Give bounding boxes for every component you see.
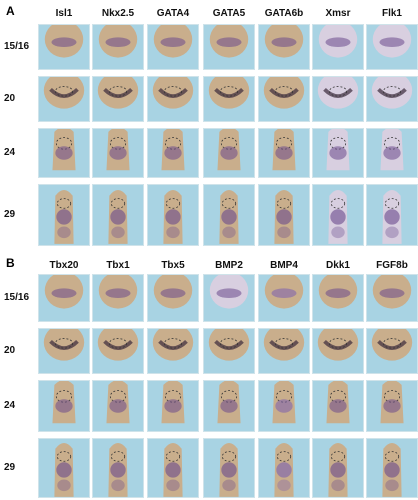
- embryo-image: [312, 438, 364, 498]
- embryo-image: [147, 380, 199, 432]
- gene-label-bmp4: BMP4: [270, 260, 298, 271]
- embryo-image: [366, 438, 418, 498]
- embryo-image: [92, 274, 144, 322]
- embryo-image: [38, 438, 90, 498]
- embryo-image: [258, 184, 310, 246]
- embryo-image: [366, 24, 418, 70]
- embryo-image: [366, 274, 418, 322]
- embryo-image: [203, 328, 255, 374]
- stage-label: 15/16: [4, 292, 30, 303]
- embryo-image: [203, 24, 255, 70]
- embryo-image: [203, 438, 255, 498]
- gene-label-fgf8b: FGF8b: [376, 260, 408, 271]
- stage-label: 15/16: [4, 41, 30, 52]
- embryo-image: [38, 380, 90, 432]
- gene-label-tbx1: Tbx1: [106, 260, 130, 271]
- embryo-image: [147, 24, 199, 70]
- gene-label-isl1: Isl1: [55, 8, 73, 19]
- embryo-image: [366, 184, 418, 246]
- stage-label: 29: [4, 209, 16, 220]
- embryo-image: [258, 274, 310, 322]
- embryo-image: [92, 24, 144, 70]
- panel-letter-a: A: [6, 4, 15, 18]
- embryo-image: [258, 24, 310, 70]
- embryo-image: [92, 380, 144, 432]
- embryo-image: [258, 128, 310, 178]
- embryo-image: [147, 184, 199, 246]
- embryo-image: [203, 128, 255, 178]
- gene-label-nkx25: Nkx2.5: [101, 8, 135, 19]
- stage-label: 29: [4, 462, 16, 473]
- embryo-image: [92, 76, 144, 122]
- gene-label-tbx5: Tbx5: [161, 260, 185, 271]
- embryo-image: [312, 184, 364, 246]
- embryo-image: [203, 274, 255, 322]
- embryo-image: [147, 328, 199, 374]
- embryo-image: [258, 380, 310, 432]
- embryo-image: [38, 184, 90, 246]
- embryo-image: [38, 76, 90, 122]
- embryo-image: [147, 76, 199, 122]
- gene-label-flk1: Flk1: [381, 8, 402, 19]
- embryo-image: [258, 438, 310, 498]
- embryo-image: [38, 274, 90, 322]
- embryo-image: [147, 128, 199, 178]
- gene-label-gata5: GATA5: [212, 8, 246, 19]
- gene-label-tbx20: Tbx20: [49, 260, 79, 271]
- embryo-image: [312, 328, 364, 374]
- embryo-image: [92, 184, 144, 246]
- embryo-image: [38, 128, 90, 178]
- gene-label-gata4: GATA4: [156, 8, 190, 19]
- embryo-image: [258, 328, 310, 374]
- embryo-image: [38, 24, 90, 70]
- embryo-image: [203, 184, 255, 246]
- embryo-image: [203, 76, 255, 122]
- embryo-image: [312, 24, 364, 70]
- embryo-image: [92, 328, 144, 374]
- gene-label-xmsr: Xmsr: [325, 8, 351, 19]
- panel-letter-b: B: [6, 256, 15, 270]
- embryo-image: [312, 380, 364, 432]
- stage-label: 24: [4, 400, 16, 411]
- embryo-image: [366, 128, 418, 178]
- embryo-image: [203, 380, 255, 432]
- gene-label-bmp2: BMP2: [215, 260, 243, 271]
- embryo-image: [366, 328, 418, 374]
- embryo-image: [258, 76, 310, 122]
- embryo-image: [92, 438, 144, 498]
- embryo-image: [147, 274, 199, 322]
- gene-label-gata6b: GATA6b: [264, 8, 304, 19]
- stage-label: 20: [4, 345, 16, 356]
- embryo-image: [366, 76, 418, 122]
- stage-label: 20: [4, 93, 16, 104]
- stage-label: 24: [4, 147, 16, 158]
- embryo-image: [38, 328, 90, 374]
- embryo-image: [312, 274, 364, 322]
- embryo-image: [366, 380, 418, 432]
- gene-label-dkk1: Dkk1: [326, 260, 350, 271]
- embryo-image: [92, 128, 144, 178]
- embryo-image: [312, 76, 364, 122]
- embryo-image: [147, 438, 199, 498]
- embryo-image: [312, 128, 364, 178]
